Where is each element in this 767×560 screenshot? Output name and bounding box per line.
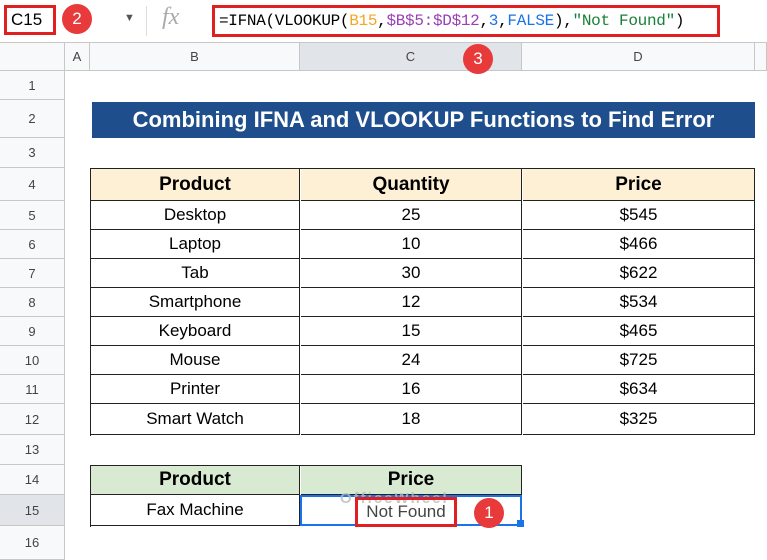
table-cell[interactable]: $634 <box>523 375 755 404</box>
row-header-8[interactable]: 8 <box>0 288 65 317</box>
table-cell[interactable]: 24 <box>301 346 522 375</box>
table-header-quantity[interactable]: Quantity <box>301 169 522 201</box>
column-header-extra <box>755 43 767 71</box>
table-cell[interactable]: 10 <box>301 230 522 259</box>
sheet-title: Combining IFNA and VLOOKUP Functions to … <box>92 102 755 138</box>
table-cell[interactable]: 18 <box>301 404 522 435</box>
lookup-table <box>90 465 522 527</box>
step-badge-3: 3 <box>463 44 493 74</box>
row-header-14[interactable]: 14 <box>0 465 65 495</box>
table-cell[interactable]: $534 <box>523 288 755 317</box>
formula-token: 3 <box>488 12 499 30</box>
table-cell[interactable]: $545 <box>523 201 755 230</box>
table-cell[interactable]: 30 <box>301 259 522 288</box>
table-cell[interactable]: Tab <box>91 259 300 288</box>
lookup-header-product[interactable]: Product <box>91 466 300 495</box>
row-header-15[interactable]: 15 <box>0 495 65 526</box>
column-header-D[interactable]: D <box>522 43 755 71</box>
formula-token: FALSE <box>507 12 554 30</box>
row-header-1[interactable]: 1 <box>0 71 65 100</box>
table-cell[interactable]: Smart Watch <box>91 404 300 435</box>
table-cell[interactable]: 25 <box>301 201 522 230</box>
column-header-B[interactable]: B <box>90 43 300 71</box>
formula-input[interactable]: =IFNA(VLOOKUP(B15,$B$5:$D$12,3,FALSE),"N… <box>212 5 720 37</box>
table-cell[interactable]: Desktop <box>91 201 300 230</box>
formula-token: ) <box>674 12 685 30</box>
row-header-10[interactable]: 10 <box>0 346 65 375</box>
table-cell[interactable]: $325 <box>523 404 755 435</box>
divider <box>146 6 147 36</box>
row-header-5[interactable]: 5 <box>0 201 65 230</box>
corner-cell[interactable] <box>0 43 65 71</box>
formula-token: , <box>479 12 489 30</box>
row-header-2[interactable]: 2 <box>0 100 65 138</box>
table-cell[interactable]: $466 <box>523 230 755 259</box>
row-header-4[interactable]: 4 <box>0 168 65 201</box>
name-box[interactable]: C15 <box>4 5 56 35</box>
table-header-product[interactable]: Product <box>91 169 300 201</box>
table-cell[interactable]: $622 <box>523 259 755 288</box>
lookup-header-price[interactable]: Price <box>301 466 522 495</box>
formula-token: =IFNA(VLOOKUP( <box>219 12 350 30</box>
step-badge-1: 1 <box>474 498 504 528</box>
row-header-3[interactable]: 3 <box>0 138 65 168</box>
chevron-down-icon[interactable]: ▼ <box>124 12 135 24</box>
formula-token: , <box>498 12 508 30</box>
row-header-6[interactable]: 6 <box>0 230 65 259</box>
formula-token: $B$5:$D$12 <box>386 12 480 30</box>
row-header-9[interactable]: 9 <box>0 317 65 346</box>
table-cell[interactable]: Laptop <box>91 230 300 259</box>
lookup-result-value: Not Found <box>355 497 457 527</box>
data-table <box>90 168 755 436</box>
table-cell[interactable]: 15 <box>301 317 522 346</box>
row-header-7[interactable]: 7 <box>0 259 65 288</box>
table-cell[interactable]: Printer <box>91 375 300 404</box>
column-header-A[interactable]: A <box>65 43 90 71</box>
row-header-13[interactable]: 13 <box>0 435 65 465</box>
step-badge-2: 2 <box>62 4 92 34</box>
lookup-product-cell[interactable]: Fax Machine <box>91 495 300 526</box>
table-cell[interactable]: Keyboard <box>91 317 300 346</box>
table-cell[interactable]: Mouse <box>91 346 300 375</box>
table-cell[interactable]: $725 <box>523 346 755 375</box>
row-header-12[interactable]: 12 <box>0 404 65 435</box>
formula-token: , <box>377 12 387 30</box>
table-cell[interactable]: 12 <box>301 288 522 317</box>
table-cell[interactable]: 16 <box>301 375 522 404</box>
table-header-price[interactable]: Price <box>523 169 755 201</box>
table-cell[interactable]: $465 <box>523 317 755 346</box>
fx-icon: fx <box>162 4 180 30</box>
row-header-16[interactable]: 16 <box>0 526 65 560</box>
formula-token: ), <box>553 12 573 30</box>
row-header-11[interactable]: 11 <box>0 375 65 404</box>
formula-token: B15 <box>349 12 378 30</box>
formula-bar: C15 2 ▼ fx =IFNA(VLOOKUP(B15,$B$5:$D$12,… <box>0 0 767 43</box>
fill-handle[interactable] <box>517 520 524 527</box>
formula-token: "Not Found" <box>572 12 676 30</box>
table-cell[interactable]: Smartphone <box>91 288 300 317</box>
